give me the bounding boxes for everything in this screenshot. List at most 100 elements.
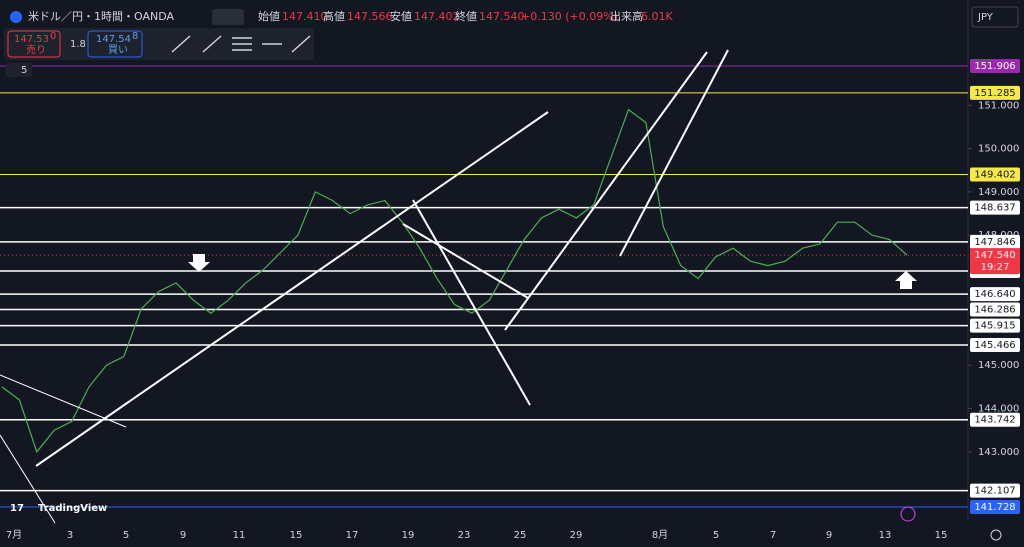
volume-label: 出来高: [610, 9, 643, 23]
tool-icons[interactable]: [171, 35, 311, 53]
indicator-badge[interactable]: [6, 63, 32, 77]
current-price-tag: [970, 248, 1020, 275]
tool-fib[interactable]: [232, 37, 252, 51]
price-tick-label: 150.000: [978, 144, 1019, 155]
tool-ray[interactable]: [202, 35, 222, 53]
level-label: 143.742: [974, 415, 1015, 426]
buy-label: 買い: [108, 44, 128, 56]
tool-trend[interactable]: [171, 35, 191, 53]
low: 147.402: [414, 10, 460, 23]
sell-label: 売り: [26, 43, 46, 56]
currency[interactable]: JPY: [977, 12, 994, 23]
time-label: 25: [514, 530, 527, 541]
level-label: 141.728: [974, 502, 1015, 513]
level-label: 146.286: [974, 305, 1015, 316]
volume: 6.01K: [641, 10, 673, 23]
level-tag: [970, 483, 1020, 498]
time-label: 9: [180, 530, 186, 541]
close: 147.540: [479, 10, 525, 23]
arrow-down: [188, 254, 210, 272]
countdown: 19:27: [981, 262, 1010, 273]
level-tag: [970, 412, 1020, 427]
level-label: 151.285: [974, 88, 1015, 99]
toolbar: [4, 28, 314, 60]
buy-button[interactable]: [87, 30, 143, 58]
trend-line: [619, 49, 729, 257]
level-label: 142.107: [974, 486, 1015, 497]
tool-extended[interactable]: [291, 35, 311, 53]
level-label: 146.640: [974, 289, 1015, 300]
level-tag: [970, 287, 1020, 302]
arrow-up: [895, 271, 917, 289]
time-label: 15: [290, 530, 303, 541]
high-label: 高値: [323, 9, 345, 23]
level-tag: [970, 234, 1020, 249]
spread: 1.8: [70, 39, 86, 50]
time-label: 29: [570, 530, 583, 541]
symbol-icon: [10, 11, 22, 23]
level-label: 145.915: [974, 321, 1015, 332]
settings-icon[interactable]: [990, 529, 1002, 541]
alert-icon[interactable]: [900, 506, 916, 522]
time-label: 15: [935, 530, 948, 541]
price-tick-label: 151.000: [978, 100, 1019, 111]
trend-line: [35, 111, 549, 467]
brand: TradingView: [38, 503, 107, 514]
price-tick-label: 144.000: [978, 404, 1019, 415]
level-label: 148.637: [974, 203, 1015, 214]
level-tag: [970, 59, 1020, 73]
header: 米ドル／円・1時間・OANDA 始値 147.410 高値 147.566 安値…: [4, 6, 1019, 541]
level-label: 151.906: [974, 61, 1015, 72]
level-tag: [970, 85, 1020, 100]
time-label: 13: [879, 530, 892, 541]
time-label: 5: [713, 530, 719, 541]
trend-line: [0, 374, 127, 428]
time-label: 17: [346, 530, 359, 541]
level-tag: [970, 200, 1020, 215]
time-label: 3: [67, 530, 73, 541]
sell-sup: 0: [50, 31, 56, 42]
price-line: [1, 108, 908, 454]
trend-line: [504, 51, 708, 331]
price-tick-label: 149.000: [978, 187, 1019, 198]
buy-sup: 8: [132, 31, 138, 42]
time-label: 8月: [652, 529, 668, 541]
symbol: 米ドル／円・1時間・OANDA: [28, 10, 174, 23]
time-label: 7月: [6, 529, 22, 541]
trend-line: [412, 199, 531, 406]
time-label: 7: [770, 530, 776, 541]
indicator-count: 5: [21, 65, 27, 76]
change: +0.130 (+0.09%): [521, 10, 618, 23]
level-tag: [970, 338, 1020, 353]
plot: [0, 65, 968, 508]
buy-price[interactable]: 147.54: [96, 34, 131, 45]
level-tag: [970, 302, 1020, 317]
level-label: 149.402: [974, 169, 1015, 180]
trend-line: [402, 223, 529, 299]
current-price: 147.540: [974, 250, 1015, 261]
time-label: 5: [123, 530, 129, 541]
level-tag: [970, 500, 1020, 514]
level-tag: [970, 318, 1020, 333]
level-label: 145.466: [974, 340, 1015, 351]
open-label: 始値: [258, 9, 280, 23]
drawings: [0, 49, 917, 524]
open: 147.410: [282, 10, 328, 23]
sell-price[interactable]: 147.53: [14, 34, 49, 45]
low-label: 安値: [390, 9, 412, 23]
level-tag: [970, 167, 1020, 182]
sell-button[interactable]: [7, 30, 61, 58]
brand-logo: 𝟭𝟳: [10, 503, 24, 514]
status-badge: [212, 9, 244, 25]
price-tick-label: 143.000: [978, 447, 1019, 458]
time-label: 23: [458, 530, 471, 541]
time-label: 19: [402, 530, 415, 541]
currency-button[interactable]: [971, 6, 1019, 28]
price-tick-label: 145.000: [978, 360, 1019, 371]
level-label: 147.846: [974, 237, 1015, 248]
time-label: 9: [826, 530, 832, 541]
time-label: 11: [233, 530, 246, 541]
trend-line: [0, 434, 56, 524]
